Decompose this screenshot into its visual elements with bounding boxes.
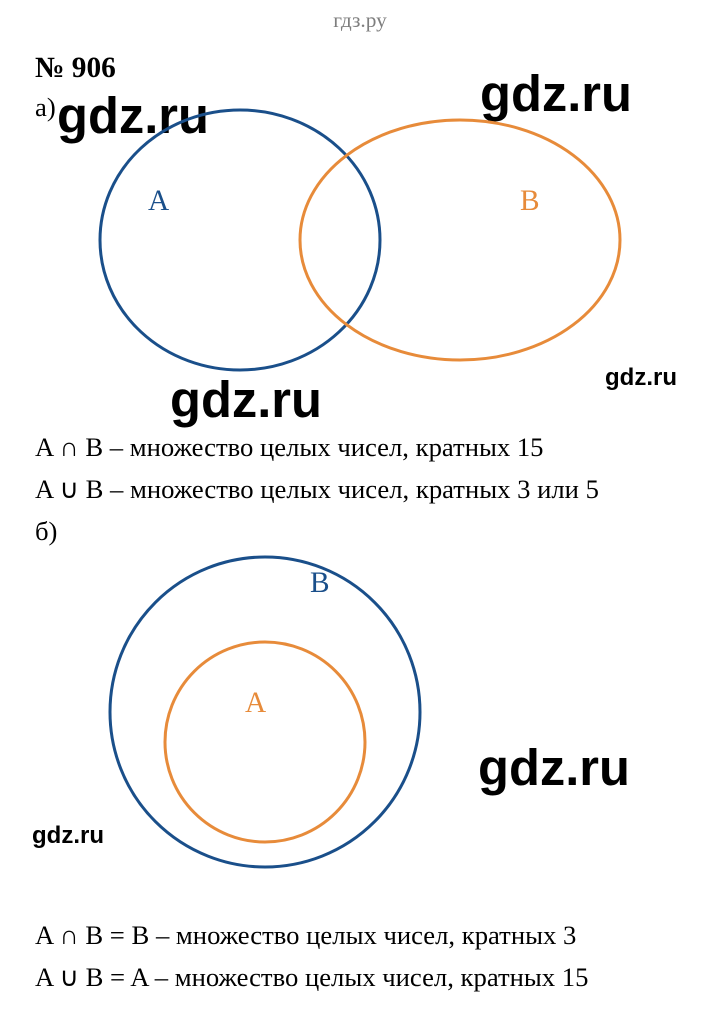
part-b-label: б) (35, 516, 57, 547)
site-label: гдз.ру (333, 8, 387, 32)
venn-diagram-b: B A (80, 552, 460, 887)
problem-number: № 906 (35, 52, 116, 85)
watermark-small-2: gdz.ru (32, 822, 104, 850)
watermark-large-3: gdz.ru (170, 370, 322, 429)
venn-a-svg: A B (60, 90, 660, 390)
venn-b-label-outer: B (310, 567, 330, 599)
part-a-label: а) (35, 92, 56, 123)
site-header: гдз.ру (0, 8, 720, 33)
text-a-line1: A ∩ B – множество целых чисел, кратных 1… (35, 432, 544, 463)
venn-b-svg: B A (80, 552, 460, 882)
venn-a-label-b: B (520, 185, 540, 217)
text-b-line1: A ∩ B = B – множество целых чисел, кратн… (35, 920, 576, 951)
text-b-line2: A ∪ B = A – множество целых чисел, кратн… (35, 962, 588, 993)
text-a-line2: A ∪ B – множество целых чисел, кратных 3… (35, 474, 599, 505)
watermark-small-1: gdz.ru (605, 364, 677, 392)
venn-a-circle-a (100, 110, 380, 370)
venn-diagram-a: A B (60, 90, 660, 395)
watermark-large-4: gdz.ru (478, 738, 630, 797)
venn-b-inner (165, 642, 365, 842)
venn-a-label-a: A (148, 185, 169, 217)
venn-a-circle-b (300, 120, 620, 360)
venn-b-label-inner: A (245, 687, 266, 719)
